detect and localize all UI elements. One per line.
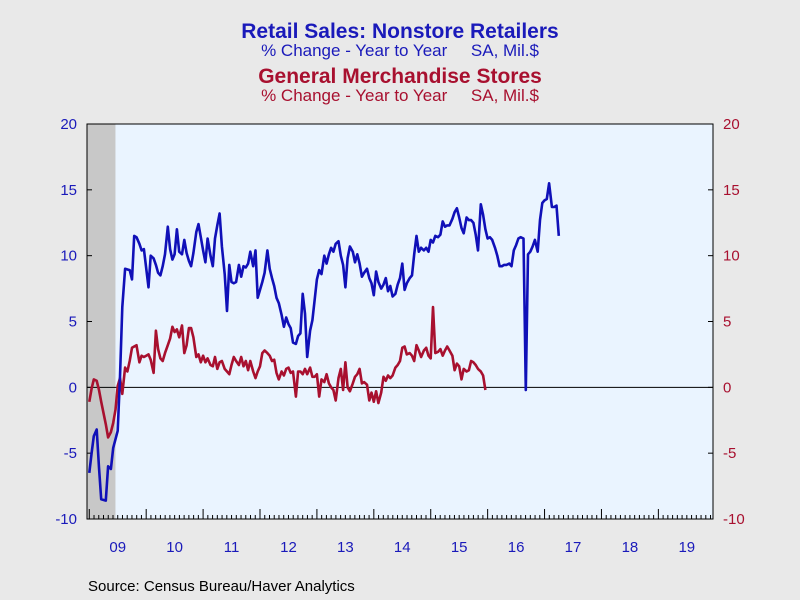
- x-tick-label: 15: [451, 539, 468, 556]
- y-tick-label-left: 5: [69, 314, 77, 331]
- source-note: Source: Census Bureau/Haver Analytics: [88, 578, 355, 595]
- y-tick-label-left: 10: [60, 248, 77, 265]
- y-tick-label-right: -10: [723, 511, 745, 528]
- axis-labels: -10 -10 -5 -5 0 0 5 5 10 10 15 15 20 20 09 10 11 12 13 14 15…: [55, 116, 744, 556]
- y-tick-label-left: 15: [60, 182, 77, 199]
- y-tick-label-right: 10: [723, 248, 740, 265]
- series-line-nonstore: [88, 182, 561, 502]
- x-tick-label: 10: [166, 539, 183, 556]
- axis-ticks: [87, 123, 713, 520]
- x-tick-label: 19: [678, 539, 695, 556]
- chart-subtitle-nonstore: % Change - Year to Year SA, Mil.$: [261, 41, 539, 60]
- series-line-general-merchandise: [88, 305, 487, 439]
- y-tick-label-left: 0: [69, 379, 77, 396]
- x-tick-label: 13: [337, 539, 354, 556]
- x-tick-label: 09: [109, 539, 126, 556]
- chart-subtitle-general-merchandise: % Change - Year to Year SA, Mil.$: [261, 86, 539, 105]
- chart-title-general-merchandise: General Merchandise Stores: [258, 65, 542, 88]
- x-tick-label: 11: [224, 539, 240, 556]
- x-tick-label: 14: [394, 539, 411, 556]
- chart-title-nonstore: Retail Sales: Nonstore Retailers: [241, 20, 559, 43]
- x-tick-label: 18: [622, 539, 639, 556]
- x-tick-label: 12: [280, 539, 297, 556]
- y-tick-label-right: 15: [723, 182, 740, 199]
- plot-area: [87, 124, 713, 519]
- series-lines: [88, 182, 561, 502]
- y-tick-label-right: 5: [723, 314, 731, 331]
- x-tick-label: 16: [508, 539, 525, 556]
- y-tick-label-right: 20: [723, 116, 740, 133]
- plot-frame: [86, 123, 714, 520]
- y-tick-label-right: 0: [723, 379, 731, 396]
- y-tick-label-right: -5: [723, 445, 736, 462]
- y-tick-label-left: -5: [64, 445, 77, 462]
- y-tick-label-left: 20: [60, 116, 77, 133]
- y-tick-label-left: -10: [55, 511, 77, 528]
- x-tick-label: 17: [565, 539, 582, 556]
